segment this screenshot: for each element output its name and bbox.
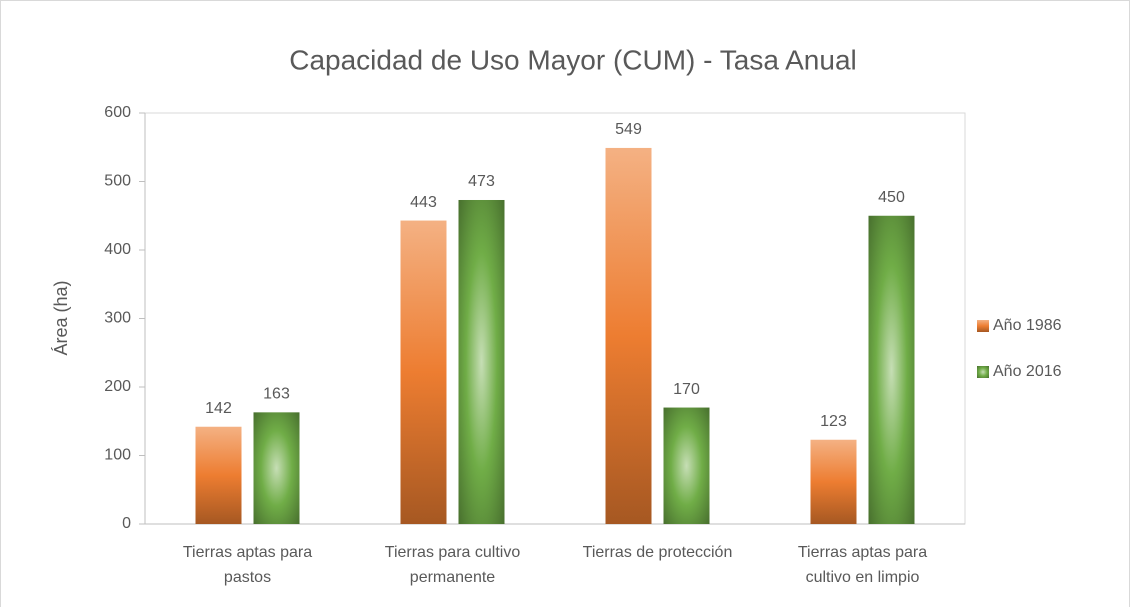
bar <box>195 426 242 524</box>
bar <box>458 199 505 524</box>
legend-swatch <box>977 366 989 378</box>
y-tick-label: 300 <box>104 310 131 327</box>
data-label: 443 <box>410 194 437 211</box>
y-tick-label: 200 <box>104 378 131 395</box>
bar <box>400 220 447 525</box>
y-axis-label: Área (ha) <box>51 280 71 355</box>
bar <box>605 147 652 524</box>
bar <box>868 215 915 524</box>
chart-title: Capacidad de Uso Mayor (CUM) - Tasa Anua… <box>289 44 857 75</box>
y-tick-label: 500 <box>104 173 131 190</box>
data-label: 170 <box>673 381 700 398</box>
y-tick-label: 100 <box>104 447 131 464</box>
y-tick-label: 0 <box>122 515 131 532</box>
data-label: 450 <box>878 189 905 206</box>
x-tick-label: Tierras para cultivo permanente <box>384 544 521 586</box>
data-label: 163 <box>263 386 290 403</box>
y-tick-label: 600 <box>104 104 131 121</box>
data-label: 142 <box>205 400 232 417</box>
bar <box>663 407 710 524</box>
bar <box>253 412 300 524</box>
legend-swatch <box>977 320 989 332</box>
x-tick-label: Tierras aptas para cultivo en limpio <box>797 544 928 586</box>
data-label: 123 <box>820 413 847 430</box>
data-label: 473 <box>468 173 495 190</box>
x-tick-label: Tierras de protección <box>582 544 733 561</box>
legend-label: Año 2016 <box>993 363 1062 380</box>
x-tick-label: Tierras aptas para pastos <box>182 544 313 586</box>
y-tick-label: 400 <box>104 241 131 258</box>
bar <box>810 439 857 524</box>
legend-label: Año 1986 <box>993 317 1062 334</box>
data-label: 549 <box>615 121 642 138</box>
